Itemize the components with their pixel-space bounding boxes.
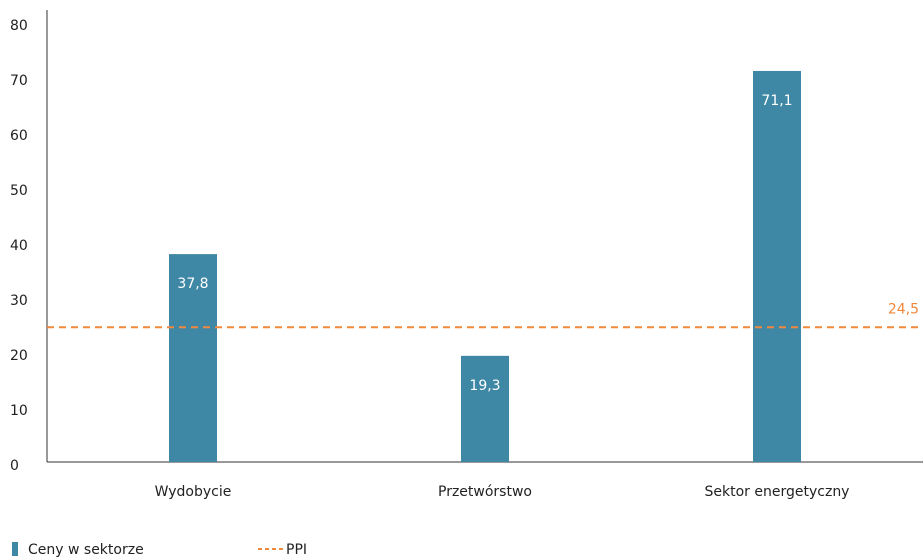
y-tick-label: 50 (10, 183, 28, 199)
y-tick-label: 0 (10, 458, 19, 474)
legend-label: Ceny w sektorze (28, 542, 144, 558)
x-tick-label: Wydobycie (155, 484, 232, 500)
bar (169, 254, 217, 462)
x-tick-label: Przetwórstwo (438, 484, 532, 500)
bar (753, 70, 801, 462)
y-tick-label: 60 (10, 128, 28, 144)
y-tick-label: 70 (10, 73, 28, 89)
y-tick-label: 30 (10, 293, 28, 309)
reference-label: 24,5 (888, 301, 919, 317)
legend-swatch (12, 542, 18, 556)
value-label: 19,3 (469, 378, 500, 394)
y-tick-label: 40 (10, 238, 28, 254)
y-tick-label: 20 (10, 348, 28, 364)
value-label: 37,8 (177, 276, 208, 292)
legend-label: PPI (286, 542, 307, 558)
value-label: 71,1 (761, 93, 792, 109)
y-tick-label: 10 (10, 403, 28, 419)
x-tick-label: Sektor energetyczny (705, 484, 850, 500)
bar (461, 355, 509, 462)
y-tick-label: 80 (10, 18, 28, 34)
